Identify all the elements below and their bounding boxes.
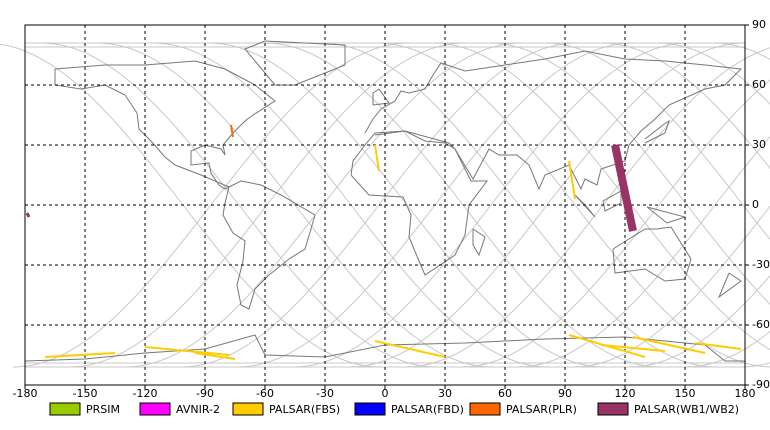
legend-swatch (49, 402, 81, 416)
coastline (612, 226, 692, 282)
orbit-track (656, 42, 770, 105)
coastline (717, 272, 742, 299)
swath (694, 342, 742, 350)
orbit-track (460, 79, 770, 368)
coastline (54, 60, 276, 190)
coastline (24, 334, 745, 362)
y-tick-label: -30 (752, 258, 770, 271)
orbit-track (572, 205, 770, 368)
swath (611, 144, 637, 232)
legend-swatch (597, 402, 629, 416)
swath (600, 344, 666, 352)
x-tick-label: -180 (13, 387, 38, 400)
x-tick-label: -30 (316, 387, 334, 400)
coastline (372, 88, 390, 106)
swath (632, 336, 706, 354)
x-tick-label: 60 (498, 387, 512, 400)
x-tick-label: 150 (675, 387, 696, 400)
legend-label: PALSAR(PLR) (506, 403, 577, 416)
coastline (574, 194, 596, 218)
y-tick-label: 60 (752, 78, 766, 91)
swath (194, 352, 236, 360)
legend-swatch (469, 402, 501, 416)
y-tick-label: 90 (752, 18, 766, 31)
y-tick-label: -60 (752, 318, 770, 331)
coastline (472, 228, 486, 257)
swath (25, 212, 31, 218)
coastline (646, 206, 687, 224)
y-tick-label: 30 (752, 138, 766, 151)
orbit-track (628, 274, 770, 368)
swath (568, 160, 576, 200)
swath (230, 124, 234, 138)
swath (44, 352, 116, 358)
legend-swatch (354, 402, 386, 416)
x-tick-label: 30 (438, 387, 452, 400)
coastline (222, 180, 316, 310)
legend-label: AVNIR-2 (176, 403, 220, 416)
coastline (644, 119, 670, 144)
swath (144, 346, 230, 356)
y-tick-label: -90 (752, 378, 770, 391)
legend: PRSIM AVNIR-2 PALSAR(FBS) PALSAR(FBD) PALSAR… (49, 402, 739, 416)
x-tick-label: -90 (196, 387, 214, 400)
x-tick-label: 90 (558, 387, 572, 400)
legend-swatch (139, 402, 171, 416)
coastline (364, 50, 743, 191)
legend-label: PALSAR(WB1/WB2) (634, 403, 739, 416)
x-tick-label: -60 (256, 387, 274, 400)
legend-label: PALSAR(FBS) (269, 403, 340, 416)
x-tick-label: 0 (382, 387, 389, 400)
orbit-track (684, 330, 770, 368)
legend-label: PRSIM (86, 403, 120, 416)
orbit-track (600, 42, 770, 169)
orbit-track (292, 42, 690, 368)
coastlines (24, 40, 745, 362)
map-frame (24, 24, 746, 386)
x-tick-label: -120 (133, 387, 158, 400)
grid (24, 24, 749, 389)
swaths (25, 124, 742, 360)
y-tick-label: 0 (752, 198, 759, 211)
legend-swatch (232, 402, 264, 416)
swath (374, 340, 446, 358)
orbit-track (124, 42, 522, 368)
x-tick-label: -150 (73, 387, 98, 400)
coastline (602, 190, 622, 212)
x-tick-label: 180 (735, 387, 756, 400)
legend-label: PALSAR(FBD) (391, 403, 464, 416)
x-tick-label: 120 (615, 387, 636, 400)
swath (374, 144, 380, 172)
orbit-track (544, 42, 770, 241)
